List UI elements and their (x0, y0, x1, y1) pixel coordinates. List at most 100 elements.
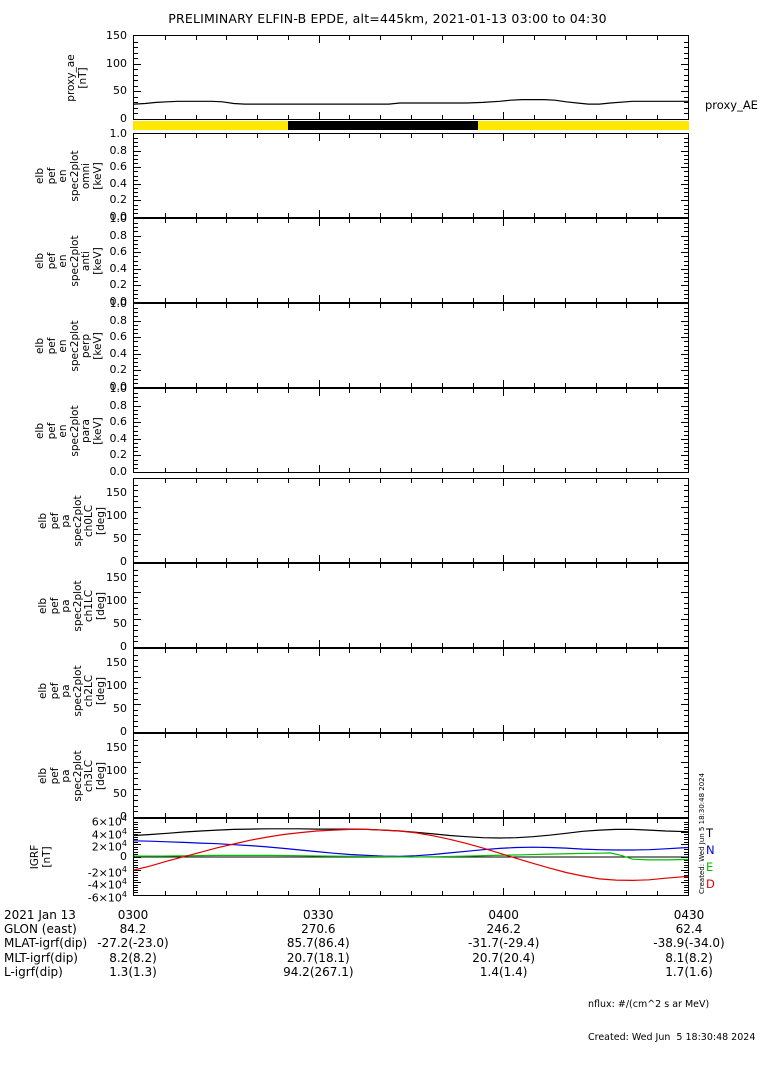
y-tick (684, 290, 688, 291)
panel-pa-ch3lc (133, 733, 689, 818)
panel-title-line: [deg] (94, 676, 107, 705)
x-tick (288, 564, 289, 568)
y-tick (134, 575, 138, 576)
panel-title-en-perp: elb pef en spec2plot perp [keV] (34, 303, 104, 388)
panel-en-para (133, 388, 689, 473)
panel-en-anti (133, 218, 689, 303)
x-tick (257, 734, 258, 738)
y-tick (134, 393, 138, 394)
y-tick (684, 298, 688, 299)
y-axis-tick-label: -4×104 (87, 877, 127, 892)
panel-title-line: elb (37, 767, 49, 784)
y-tick (134, 867, 138, 868)
y-tick (684, 575, 688, 576)
footer-value: 20.7(18.1) (286, 950, 350, 965)
x-tick (565, 728, 566, 732)
x-tick (196, 304, 197, 308)
x-tick (288, 728, 289, 732)
y-tick (684, 281, 688, 282)
x-tick (411, 298, 412, 302)
y-tick (134, 854, 138, 855)
x-tick (226, 213, 227, 217)
y-tick (134, 321, 141, 322)
y-tick (134, 97, 138, 98)
x-tick (319, 810, 320, 817)
y-tick (681, 789, 688, 790)
x-tick (319, 819, 320, 826)
footer-value: 8.1(8.2) (665, 950, 713, 965)
x-tick (534, 36, 535, 40)
footer-value: 84.2 (119, 922, 147, 937)
y-tick (134, 872, 138, 873)
y-tick (681, 184, 688, 185)
x-tick (626, 728, 627, 732)
x-tick (442, 115, 443, 119)
x-tick (349, 728, 350, 732)
igrf-legend-E: E (706, 860, 714, 874)
x-tick (657, 134, 658, 138)
y-axis-tick-label: 50 (113, 616, 127, 630)
x-tick (288, 219, 289, 223)
y-tick (681, 91, 688, 92)
x-tick (196, 479, 197, 483)
x-tick (534, 468, 535, 472)
x-tick (411, 389, 412, 393)
y-axis-tick-label: 50 (113, 786, 127, 800)
y-axis-exponent: 4 (121, 864, 127, 874)
y-tick (684, 715, 688, 716)
x-tick (319, 734, 320, 741)
y-tick (134, 570, 138, 571)
x-tick (319, 649, 320, 656)
y-tick (134, 231, 138, 232)
panel-title-line: elb (34, 252, 46, 269)
y-tick (684, 180, 688, 181)
vertical-created-stamp: Created: Wed Jun 5 18:30:48 2024 (698, 772, 706, 894)
y-tick (684, 316, 688, 317)
y-tick (134, 418, 138, 419)
x-tick (534, 734, 535, 738)
panel-title-pa-ch2lc: elb pef pa spec2plot ch2LC [deg] (37, 648, 107, 733)
y-tick (134, 592, 141, 593)
y-tick (684, 383, 688, 384)
y-tick (134, 308, 138, 309)
y-tick (134, 47, 138, 48)
y-tick (684, 213, 688, 214)
y-tick (684, 86, 688, 87)
x-tick (319, 134, 320, 141)
x-tick (626, 298, 627, 302)
y-tick (684, 860, 688, 861)
y-tick (684, 209, 688, 210)
x-tick (196, 115, 197, 119)
y-axis-tick-label: 0.4 (109, 176, 128, 190)
y-tick (134, 146, 138, 147)
x-tick (319, 210, 320, 217)
x-tick (473, 468, 474, 472)
footer-row-label: GLON (east) (4, 922, 77, 937)
x-tick (257, 649, 258, 653)
x-tick (442, 389, 443, 393)
x-tick (411, 813, 412, 817)
y-tick (134, 213, 138, 214)
y-axis-tick-label: 0.0 (109, 465, 128, 478)
x-tick (257, 558, 258, 562)
x-tick (503, 555, 504, 562)
y-tick (134, 887, 138, 888)
y-tick (134, 350, 138, 351)
y-axis-tick-label: 150 (106, 485, 127, 499)
y-tick (684, 751, 688, 752)
panel-title-line: [keV] (91, 161, 104, 190)
y-tick (684, 223, 688, 224)
y-tick (134, 726, 138, 727)
x-tick (257, 304, 258, 308)
x-tick (534, 115, 535, 119)
y-tick (134, 468, 138, 469)
x-tick (196, 213, 197, 217)
x-tick (596, 383, 597, 387)
y-tick (684, 630, 688, 631)
y-tick (684, 872, 688, 873)
panel-pa-ch1lc (133, 563, 689, 648)
x-tick (165, 734, 166, 738)
x-tick (657, 891, 658, 895)
y-tick (134, 844, 141, 845)
x-tick (226, 649, 227, 653)
